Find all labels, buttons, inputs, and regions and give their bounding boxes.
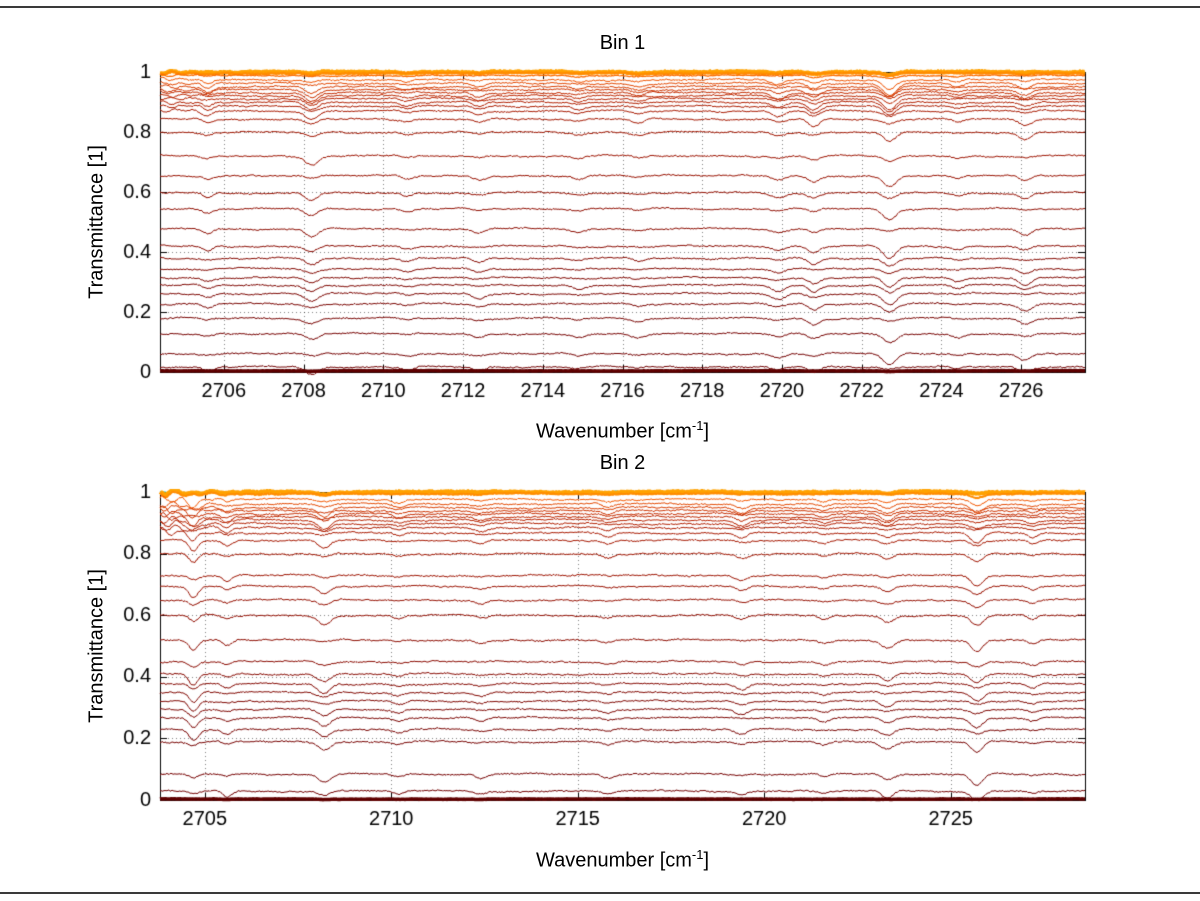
- bin2-xlabel: Wavenumber [cm-1]: [160, 843, 1085, 873]
- bin1-title: Bin 1: [599, 32, 646, 54]
- bin1-xlabel: Wavenumber [cm-1]: [160, 414, 1085, 444]
- bin1-xlabel-suffix: ]: [703, 420, 710, 443]
- bin1-xlabel-text: Wavenumber [cm: [535, 420, 692, 443]
- bin2-title: Bin 2: [599, 452, 646, 474]
- bin1-ylabel: Transmittance [1]: [85, 145, 108, 299]
- bin2-xlabel-text: Wavenumber [cm: [535, 849, 692, 872]
- bin2-xlabel-suffix: ]: [703, 849, 710, 872]
- bin1-xlabel-superscript: -1: [691, 418, 704, 433]
- bin2-ylabel: Transmittance [1]: [85, 569, 108, 723]
- bin2-xlabel-superscript: -1: [691, 847, 704, 862]
